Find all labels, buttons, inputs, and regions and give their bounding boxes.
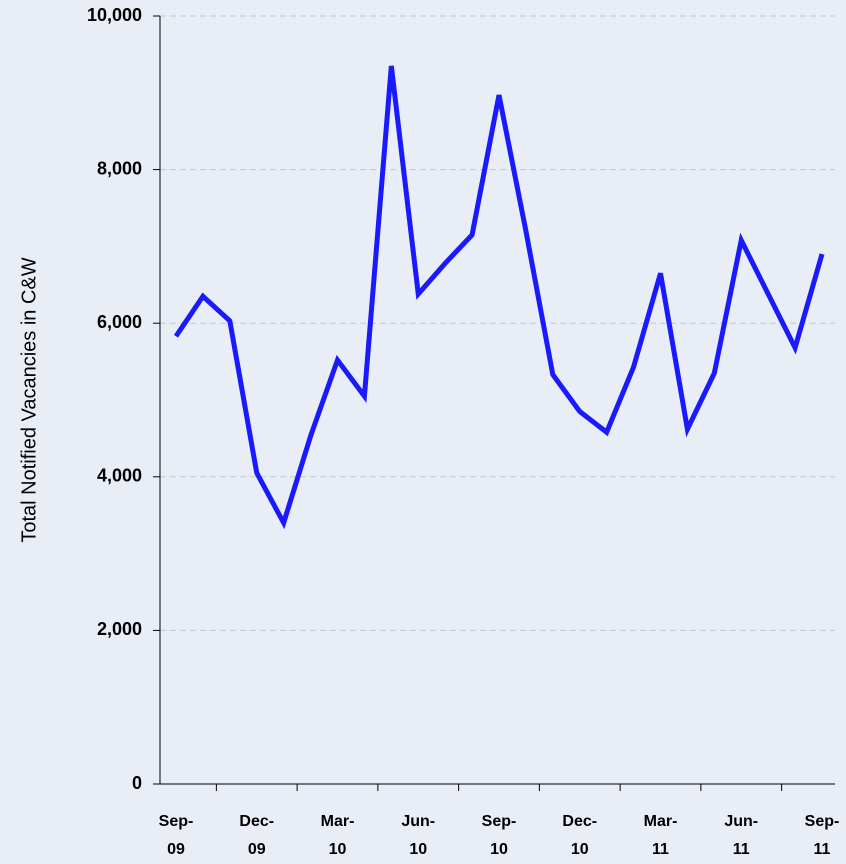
y-tick-label: 4,000	[97, 466, 142, 486]
x-tick-label: Dec-10	[562, 813, 597, 858]
x-tick-label: Sep-09	[159, 813, 194, 858]
x-tick-label: Mar-11	[644, 813, 678, 858]
x-tick-label: Sep-10	[482, 813, 517, 858]
y-axis-title: Total Notified Vacancies in C&W	[18, 257, 40, 542]
y-tick-label: 0	[132, 773, 142, 793]
x-tick-label: Sep-11	[805, 813, 840, 858]
line-series	[173, 65, 825, 530]
y-tick-label: 8,000	[97, 158, 142, 178]
x-tick-label: Mar-10	[321, 813, 355, 858]
x-tick-label: Dec-09	[239, 813, 274, 858]
y-tick-label: 10,000	[87, 5, 142, 25]
y-tick-label: 6,000	[97, 312, 142, 332]
x-tick-label: Jun-11	[724, 813, 758, 858]
x-tick-label: Jun-10	[401, 813, 435, 858]
y-tick-label: 2,000	[97, 619, 142, 639]
